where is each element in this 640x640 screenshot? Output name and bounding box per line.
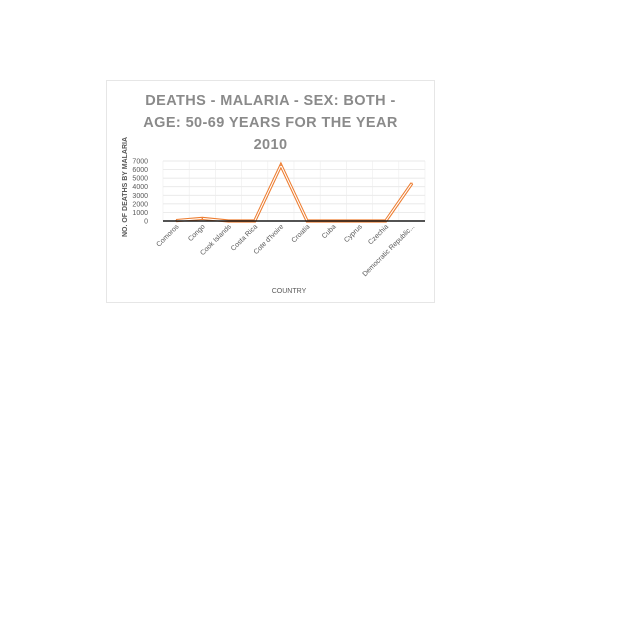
x-tick-label: Cuba (321, 223, 338, 240)
y-tick-label: 6000 (132, 167, 148, 174)
x-axis-title: COUNTRY (272, 288, 307, 295)
data-point (280, 164, 282, 167)
x-tick-label: Comoros (155, 223, 180, 248)
chart-card: DEATHS - MALARIA - SEX: BOTH - AGE: 50-6… (106, 80, 435, 303)
chart-title: DEATHS - MALARIA - SEX: BOTH - AGE: 50-6… (143, 93, 398, 153)
x-tick-label: Croatia (291, 223, 312, 244)
y-tick-label: 0 (144, 219, 148, 226)
x-tick-label: Czechia (367, 223, 390, 246)
y-tick-label: 7000 (132, 159, 148, 166)
y-tick-label: 1000 (132, 210, 148, 217)
y-tick-label: 4000 (132, 184, 148, 191)
x-tick-label: Congo (187, 223, 207, 243)
data-point (201, 217, 204, 220)
data-point (411, 182, 413, 185)
y-tick-label: 2000 (132, 201, 148, 208)
y-tick-label: 5000 (132, 176, 148, 183)
x-tick-label: Democratic Republic... (362, 223, 417, 278)
x-tick-label: Cyprus (343, 223, 364, 244)
y-axis-title: NO. OF DEATHS BY MALARIA (122, 137, 129, 237)
y-tick-label: 3000 (132, 193, 148, 200)
